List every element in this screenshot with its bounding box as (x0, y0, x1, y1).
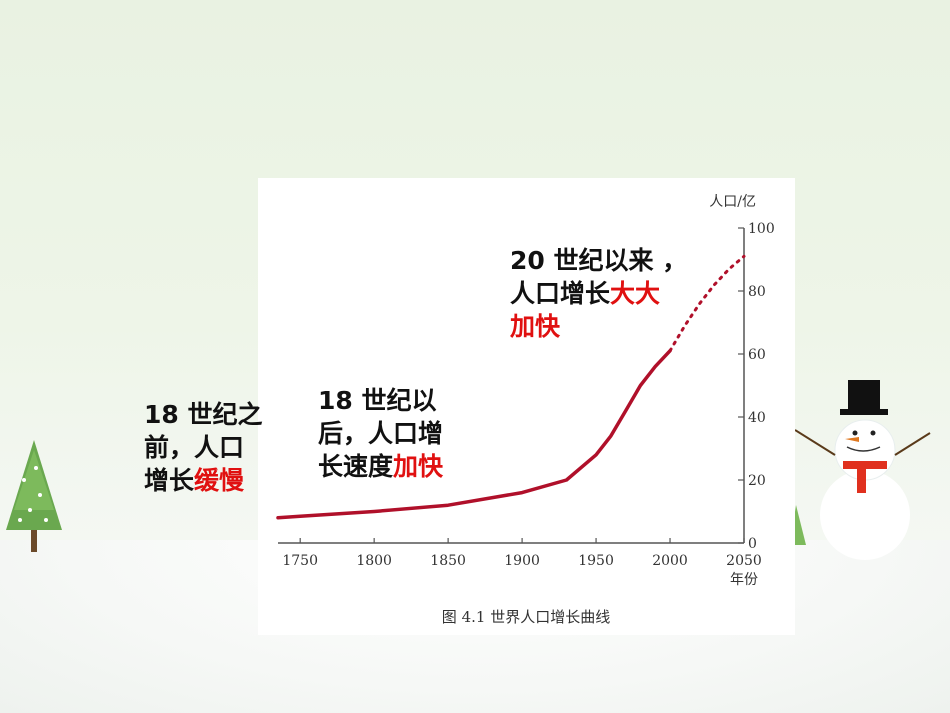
annotation-line: 人口增长大大 (510, 277, 730, 310)
annotation-highlight: 加快 (393, 452, 444, 481)
x-tick-label: 1900 (504, 553, 540, 569)
y-tick-label: 40 (748, 410, 766, 426)
x-tick-label: 2000 (652, 553, 688, 569)
chart-curves (276, 254, 746, 520)
annotation-line: 前，人口 (144, 433, 245, 462)
annotation-after-18th-century: 18 世纪以 后，人口增 长速度加快 (318, 384, 498, 483)
x-axis-title: 年份 (730, 572, 758, 588)
annotation-highlight: 缓慢 (194, 466, 245, 495)
chart-panel: 0 20 40 60 80 100 1750 1800 1850 1900 1950 2000 2050… (144, 178, 795, 635)
population-chart: 0 20 40 60 80 100 1750 1800 1850 1900 1950 2000 2050… (276, 194, 775, 626)
projection-series-line (668, 254, 746, 353)
chart-labels: 0 20 40 60 80 100 1750 1800 1850 1900 1950 2000 2050… (282, 194, 774, 626)
x-tick-label: 1800 (356, 553, 392, 569)
annotation-line: 后，人口增 (318, 419, 444, 448)
y-tick-label: 80 (748, 284, 766, 300)
chart-axes (278, 227, 745, 544)
annotation-text: 增长 (144, 466, 195, 495)
annotation-line: 增长缓慢 (144, 464, 304, 497)
x-tick-label: 1850 (430, 553, 466, 569)
annotation-text: 长速度 (318, 452, 394, 481)
annotation-highlight: 大大 (610, 279, 661, 308)
chart-title: 图 4.1 世界人口增长曲线 (442, 608, 610, 626)
annotation-since-20th-century: 20 世纪以来 ， 人口增长大大 加快 (510, 244, 730, 343)
y-tick-label: 20 (748, 473, 766, 489)
snowy-tree-left (6, 440, 62, 552)
population-series-line (276, 349, 672, 520)
annotation-line: 18 世纪之 (144, 400, 263, 429)
annotation-line: 20 世纪以来 ， (510, 246, 688, 275)
snowman (795, 380, 931, 560)
y-axis-title: 人口/亿 (709, 194, 756, 210)
annotation-highlight: 加快 (510, 312, 561, 341)
annotation-text: 人口增长 (510, 279, 611, 308)
annotation-line: 18 世纪以 (318, 386, 437, 415)
x-tick-label: 1750 (282, 553, 318, 569)
x-tick-label: 2050 (726, 553, 762, 569)
annotation-before-18th-century: 18 世纪之 前，人口 增长缓慢 (144, 398, 304, 497)
y-tick-label: 100 (748, 221, 775, 237)
annotation-line: 长速度加快 (318, 450, 498, 483)
y-tick-label: 60 (748, 347, 766, 363)
x-tick-label: 1950 (578, 553, 614, 569)
y-tick-label: 0 (748, 536, 757, 552)
